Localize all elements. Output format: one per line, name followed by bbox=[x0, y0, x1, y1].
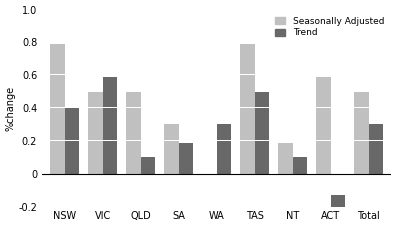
Bar bbox=[240, 108, 255, 141]
Bar bbox=[240, 75, 255, 108]
Bar bbox=[50, 140, 65, 141]
Bar bbox=[65, 140, 79, 141]
Bar bbox=[240, 140, 255, 141]
Bar bbox=[255, 108, 269, 141]
Bar bbox=[89, 108, 103, 141]
Bar bbox=[217, 141, 231, 174]
Bar bbox=[293, 157, 307, 174]
Bar bbox=[126, 140, 141, 141]
Bar bbox=[354, 107, 369, 108]
Bar bbox=[354, 92, 369, 108]
Bar bbox=[126, 141, 141, 174]
Bar bbox=[126, 92, 141, 108]
Bar bbox=[354, 141, 369, 174]
Bar bbox=[354, 108, 369, 141]
Bar bbox=[164, 124, 179, 141]
Bar bbox=[217, 124, 231, 141]
Y-axis label: %change: %change bbox=[6, 86, 15, 131]
Bar bbox=[126, 108, 141, 141]
Bar bbox=[164, 141, 179, 174]
Bar bbox=[89, 140, 103, 141]
Bar bbox=[316, 108, 331, 141]
Bar bbox=[316, 140, 331, 141]
Bar bbox=[103, 77, 117, 108]
Bar bbox=[89, 107, 103, 108]
Bar bbox=[126, 107, 141, 108]
Bar bbox=[103, 108, 117, 141]
Bar bbox=[50, 141, 65, 174]
Bar bbox=[164, 140, 179, 141]
Bar bbox=[240, 141, 255, 174]
Bar bbox=[369, 141, 383, 174]
Bar bbox=[255, 141, 269, 174]
Bar bbox=[369, 124, 383, 141]
Bar bbox=[255, 140, 269, 141]
Bar bbox=[50, 108, 65, 141]
Bar bbox=[89, 141, 103, 174]
Bar bbox=[103, 141, 117, 174]
Bar bbox=[103, 140, 117, 141]
Bar bbox=[369, 140, 383, 141]
Legend: Seasonally Adjusted, Trend: Seasonally Adjusted, Trend bbox=[272, 14, 387, 40]
Bar bbox=[50, 107, 65, 108]
Bar bbox=[331, 195, 345, 216]
Bar bbox=[50, 75, 65, 108]
Bar bbox=[240, 107, 255, 108]
Bar bbox=[240, 44, 255, 75]
Bar bbox=[354, 140, 369, 141]
Bar bbox=[217, 140, 231, 141]
Bar bbox=[50, 74, 65, 75]
Bar bbox=[50, 44, 65, 75]
Bar bbox=[240, 74, 255, 75]
Bar bbox=[316, 77, 331, 108]
Bar bbox=[316, 141, 331, 174]
Bar bbox=[89, 92, 103, 108]
Bar bbox=[255, 107, 269, 108]
Bar bbox=[103, 107, 117, 108]
Bar bbox=[316, 107, 331, 108]
Bar bbox=[141, 157, 155, 174]
Bar bbox=[255, 92, 269, 108]
Bar bbox=[179, 143, 193, 174]
Bar bbox=[65, 108, 79, 141]
Bar bbox=[278, 143, 293, 174]
Bar bbox=[65, 141, 79, 174]
